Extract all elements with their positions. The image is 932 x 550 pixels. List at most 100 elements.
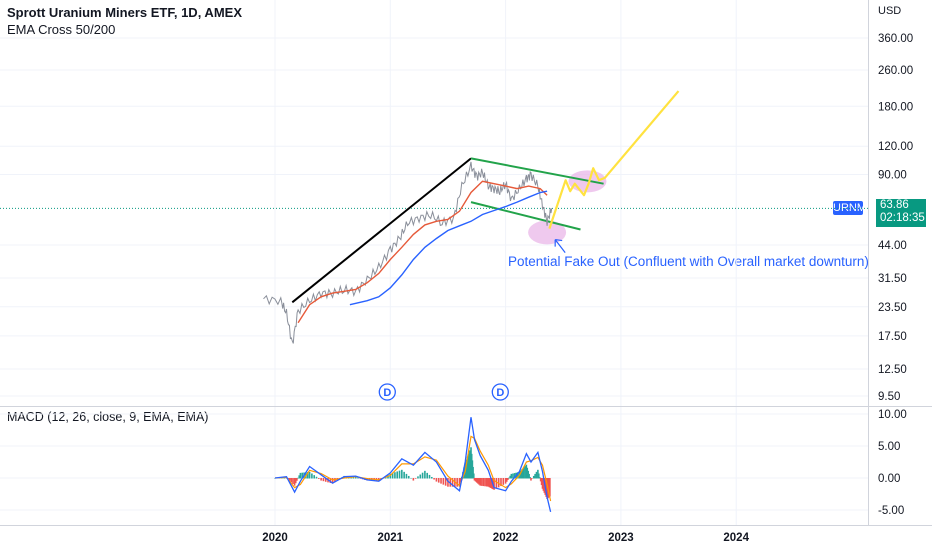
macd-histogram-bar (489, 478, 492, 488)
fakeout-highlight (528, 220, 567, 245)
macd-tick-label: 10.00 (878, 409, 907, 421)
macd-histogram-bar (479, 478, 482, 486)
macd-histogram-bar (473, 478, 476, 481)
macd-histogram-bar (297, 477, 299, 479)
channel-top (470, 157, 604, 185)
macd-histogram-bar (528, 473, 530, 479)
macd-histogram-bar (535, 471, 538, 479)
price-tick-label: 90.00 (878, 170, 907, 182)
macd-histogram-bar (538, 477, 541, 479)
projection (548, 90, 680, 229)
macd-histogram-bar (505, 478, 508, 482)
fake-out-annotation: Potential Fake Out (Confluent with Overa… (508, 254, 869, 269)
macd-histogram-bar (521, 468, 524, 479)
time-axis[interactable]: 2020 2021 2022 2023 2024 (262, 532, 749, 544)
macd-histogram-bar (490, 478, 493, 489)
macd-histogram-bar (531, 478, 534, 479)
macd-histogram-bar (532, 475, 535, 479)
macd-histogram-bar (294, 478, 297, 484)
macd-histogram-bar (529, 476, 531, 479)
macd-histogram-bar (538, 473, 540, 479)
macd-histogram-bar (410, 478, 412, 479)
macd-histogram-bar (412, 478, 415, 481)
macd-histogram-bar (469, 450, 471, 479)
macd-histogram-bar (389, 473, 392, 479)
macd-histogram-bar (472, 473, 475, 479)
macd-histogram-bar (540, 478, 543, 486)
macd-histogram-bar (500, 478, 502, 487)
macd-histogram-bar (274, 478, 276, 479)
macd-histogram-bar (396, 471, 399, 479)
dividend-marker-label: D (383, 387, 391, 399)
macd-histogram-bar (484, 478, 486, 487)
macd-histogram-bar (517, 472, 519, 479)
macd-histogram-bar (508, 477, 510, 479)
macd-histogram-bar (510, 473, 513, 479)
macd-histogram-bar (507, 478, 509, 480)
macd-histogram-bar (481, 478, 483, 486)
macd-histogram-bar (485, 478, 488, 487)
macd-histogram-bar (477, 478, 479, 484)
macd-histogram-bar (398, 470, 401, 479)
time-tick-label: 2022 (493, 532, 519, 544)
macd-histogram-bar (320, 478, 322, 481)
signal-line (274, 435, 552, 502)
dividend-marker-label: D (496, 387, 504, 399)
macd-histogram-bar (482, 478, 485, 487)
annotation-arrow (554, 238, 566, 253)
macd-histogram-bar (293, 478, 296, 486)
macd-histogram-bar (478, 478, 480, 485)
macd-histogram-bar (313, 475, 316, 479)
macd-histogram-bar (512, 473, 514, 479)
time-tick-label: 2021 (378, 532, 404, 544)
macd-histogram-bar (509, 475, 512, 479)
macd-histogram-bar (447, 478, 449, 487)
macd-histogram-bar (527, 470, 529, 479)
macd-histogram-bar (403, 471, 405, 479)
channel-bottom (470, 201, 581, 231)
price-tick-label: 120.00 (878, 141, 913, 153)
price-tick-label: 12.50 (878, 364, 907, 376)
pane-dividers (0, 0, 932, 526)
indicator-label[interactable]: EMA Cross 50/200 (7, 22, 116, 37)
currency-label: USD (878, 5, 902, 17)
macd-histogram-bar (520, 470, 522, 479)
macd-histogram-bar (475, 478, 478, 483)
macd-tick-label: -5.00 (878, 505, 904, 517)
macd-histogram-bar (428, 474, 431, 479)
grid (0, 0, 868, 525)
macd-histogram-bar (359, 478, 362, 479)
macd-histogram-bar (530, 478, 532, 481)
macd-histogram-bar (474, 478, 477, 482)
macd-histogram-bar (301, 472, 304, 479)
macd-histogram-bar (456, 478, 458, 487)
macd-histogram-bar (442, 478, 445, 485)
macd-histogram-bar (537, 469, 539, 479)
drawings-layer (291, 90, 680, 304)
macd-histogram-bar (315, 476, 318, 479)
macd-histogram-bar (401, 469, 403, 479)
macd-histogram-bar (405, 473, 408, 479)
macd-histogram-bar (311, 473, 313, 479)
macd-histogram-bar (324, 478, 327, 482)
dividend-marker (378, 383, 396, 401)
macd-histogram-bar (459, 478, 462, 482)
price-tick-label: 360.00 (878, 33, 913, 45)
macd-histogram-bar (502, 478, 505, 485)
macd-histogram-bar (534, 473, 536, 479)
macd-histogram-bar (513, 473, 516, 479)
macd-histogram-bar (322, 478, 325, 482)
last-price-box: 63.86 02:18:35 (876, 199, 926, 227)
macd-histogram-bar (526, 467, 529, 479)
macd-histogram-bar (458, 478, 461, 487)
price-tick-label: 17.50 (878, 331, 907, 343)
macd-histogram-bar (487, 478, 490, 487)
macd-histogram-bar (292, 478, 294, 485)
series-layer (263, 161, 553, 344)
ema-50-line (297, 180, 548, 324)
macd-histogram-bar (545, 478, 547, 497)
macd-histogram-bar (308, 471, 311, 479)
price-axis[interactable]: 360.00 260.00 180.00 120.00 90.00 44.00 31.50 2… (878, 33, 913, 517)
